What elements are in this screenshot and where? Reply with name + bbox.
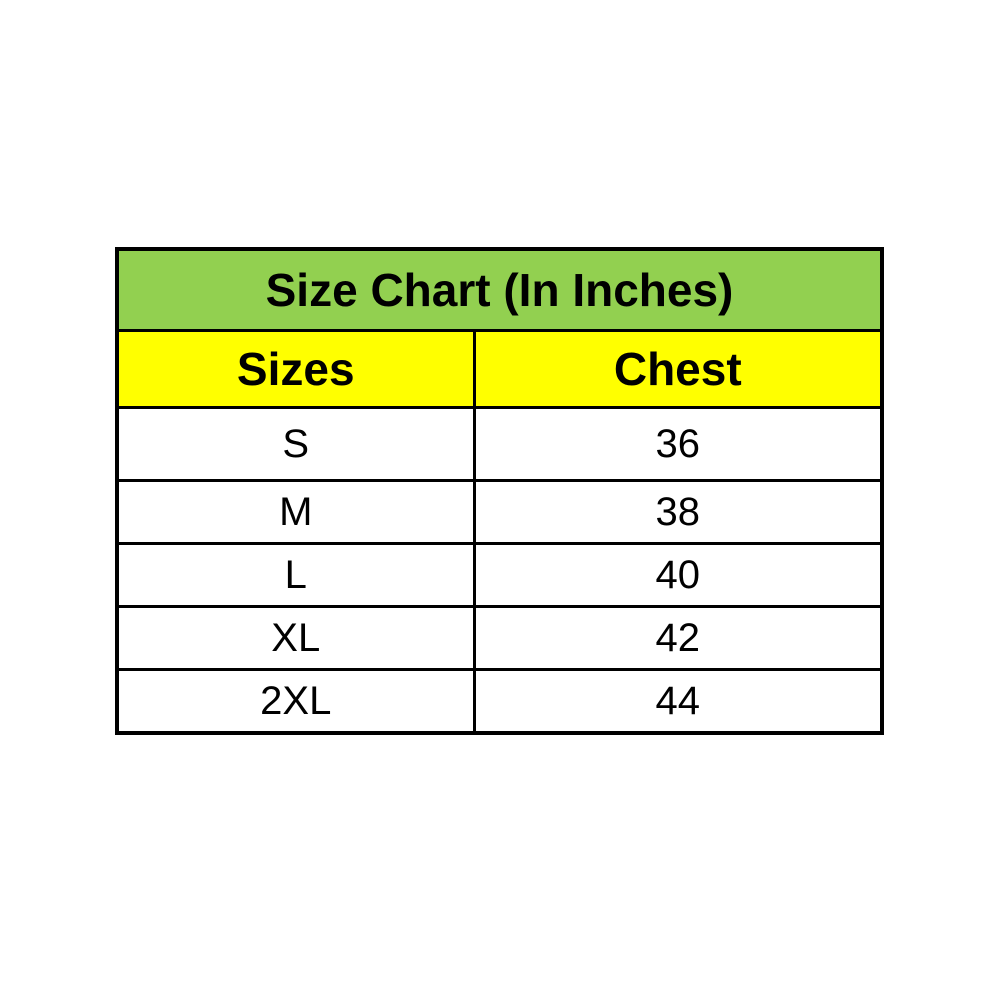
size-cell: M (115, 479, 476, 545)
chest-cell: 44 (472, 668, 884, 735)
table-row: 2XL 44 (115, 668, 884, 735)
size-cell: XL (115, 605, 476, 671)
column-header-chest: Chest (472, 329, 884, 409)
chest-cell: 38 (472, 479, 884, 545)
table-row: XL 42 (115, 605, 884, 671)
size-cell: L (115, 542, 476, 608)
size-chart-table: Size Chart (In Inches) Sizes Chest S 36 … (115, 247, 884, 735)
chest-cell: 40 (472, 542, 884, 608)
table-row: S 36 (115, 406, 884, 482)
chest-cell: 36 (472, 406, 884, 482)
table-title: Size Chart (In Inches) (115, 247, 884, 332)
chest-cell: 42 (472, 605, 884, 671)
table-row: M 38 (115, 479, 884, 545)
title-row: Size Chart (In Inches) (115, 247, 884, 332)
size-cell: 2XL (115, 668, 476, 735)
header-row: Sizes Chest (115, 329, 884, 409)
table-row: L 40 (115, 542, 884, 608)
size-cell: S (115, 406, 476, 482)
column-header-sizes: Sizes (115, 329, 476, 409)
